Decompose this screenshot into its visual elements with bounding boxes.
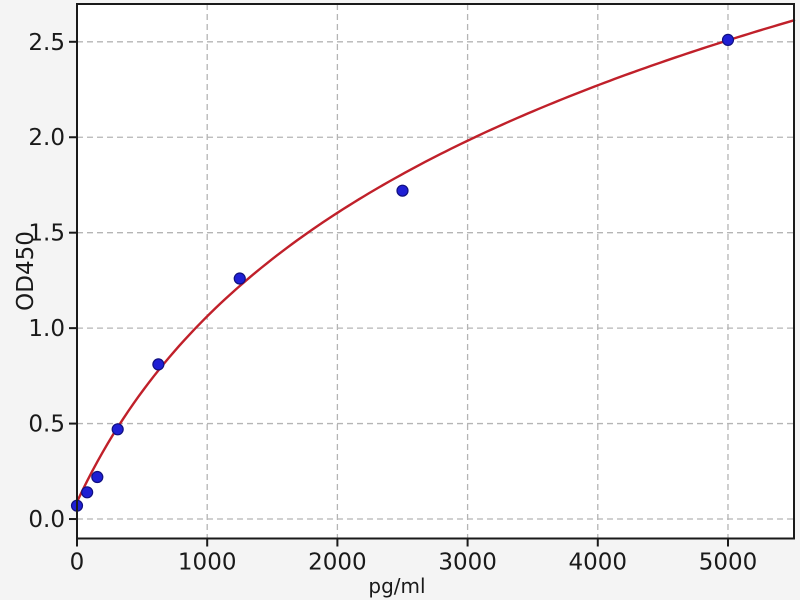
data-point — [721, 33, 735, 46]
y-tick-label: 1.5 — [28, 221, 65, 247]
y-tick-label: 2.0 — [28, 125, 65, 151]
fit-curve — [75, 19, 796, 504]
x-tick-label: 4000 — [569, 550, 628, 576]
data-point — [111, 423, 124, 436]
y-tick-label: 1.0 — [28, 316, 65, 342]
x-tick-label: 2000 — [308, 550, 367, 576]
x-axis-label: pg/ml — [368, 574, 426, 598]
y-axis-label: OD450 — [13, 231, 39, 311]
data-point — [81, 486, 94, 499]
data-point — [152, 358, 165, 371]
y-tick-label: 0.5 — [28, 412, 65, 438]
y-tick-label: 2.5 — [28, 30, 65, 56]
data-point — [91, 470, 104, 484]
data-point — [233, 272, 246, 285]
x-tick-label: 5000 — [699, 550, 758, 576]
plot-background — [77, 4, 794, 539]
plot-border — [76, 3, 795, 540]
y-tick-label: 0.0 — [28, 507, 65, 533]
x-tick-label: 1000 — [178, 550, 237, 576]
x-tick-label: 0 — [70, 550, 85, 576]
x-tick-label: 3000 — [438, 550, 497, 576]
data-point — [396, 184, 409, 197]
